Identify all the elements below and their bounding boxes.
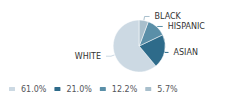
svg-text:HISPANIC: HISPANIC xyxy=(168,22,206,31)
svg-text:ASIAN: ASIAN xyxy=(174,48,198,57)
svg-text:WHITE: WHITE xyxy=(75,52,101,61)
svg-text:12.2%: 12.2% xyxy=(112,85,138,94)
svg-text:5.7%: 5.7% xyxy=(157,85,178,94)
svg-text:21.0%: 21.0% xyxy=(66,85,92,94)
svg-text:61.0%: 61.0% xyxy=(21,85,47,94)
svg-text:BLACK: BLACK xyxy=(155,12,182,21)
